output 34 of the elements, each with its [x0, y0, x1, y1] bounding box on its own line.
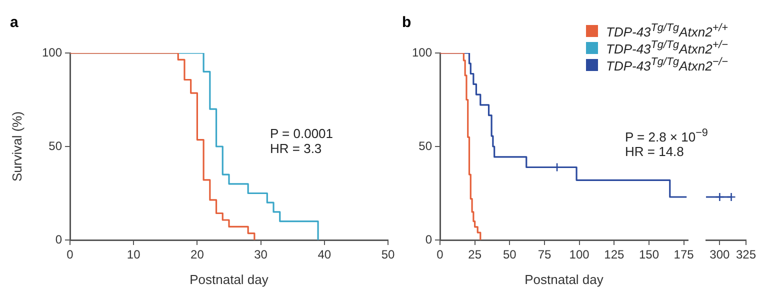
x-tick-label: 325 — [736, 248, 756, 262]
annotation: P = 0.0001 — [270, 126, 334, 141]
x-tick-label: 10 — [126, 248, 141, 262]
x-tick-label: 0 — [66, 248, 74, 262]
legend-label: TDP-43$^{Tg/Tg}$Atxn2$^{−/−}$ — [606, 56, 728, 74]
y-tick-label: 50 — [418, 138, 432, 153]
y-tick-label: 100 — [412, 45, 432, 60]
x-tick-label: 150 — [638, 248, 660, 262]
annotation: P = 2.8 × 10$^{−9}$ — [625, 126, 708, 144]
y-tick-label: 0 — [55, 232, 62, 246]
annotation: HR = 3.3 — [270, 141, 323, 156]
x-tick-label: 25 — [468, 248, 482, 262]
x-tick-label: 0 — [436, 248, 444, 262]
x-tick-label: 300 — [710, 248, 730, 262]
y-tick-label: 100 — [42, 45, 62, 60]
y-tick-label: 50 — [48, 138, 62, 153]
x-axis-title: Postnatal day — [524, 272, 604, 287]
chart-title: a — [10, 14, 18, 31]
y-tick-label: 0 — [425, 232, 432, 246]
x-tick-label: 100 — [569, 248, 590, 262]
x-tick-label: 50 — [381, 248, 395, 262]
legend-label: TDP-43$^{Tg/Tg}$Atxn2$^{+/−}$ — [606, 38, 728, 56]
x-tick-label: 20 — [190, 248, 204, 262]
x-tick-label: 50 — [502, 248, 517, 262]
x-tick-label: 125 — [604, 248, 624, 262]
chart-title: b — [402, 14, 412, 31]
x-tick-label: 30 — [254, 248, 268, 262]
x-tick-label: 175 — [674, 248, 694, 262]
x-tick-label: 40 — [318, 248, 332, 262]
legend-label: TDP-43$^{Tg/Tg}$Atxn2$^{+/+}$ — [606, 22, 728, 40]
annotation: HR = 14.8 — [625, 144, 685, 160]
y-axis-title: Survival (%) — [9, 111, 24, 182]
x-axis-title: Postnatal day — [190, 272, 269, 287]
x-tick-label: 75 — [538, 248, 552, 262]
